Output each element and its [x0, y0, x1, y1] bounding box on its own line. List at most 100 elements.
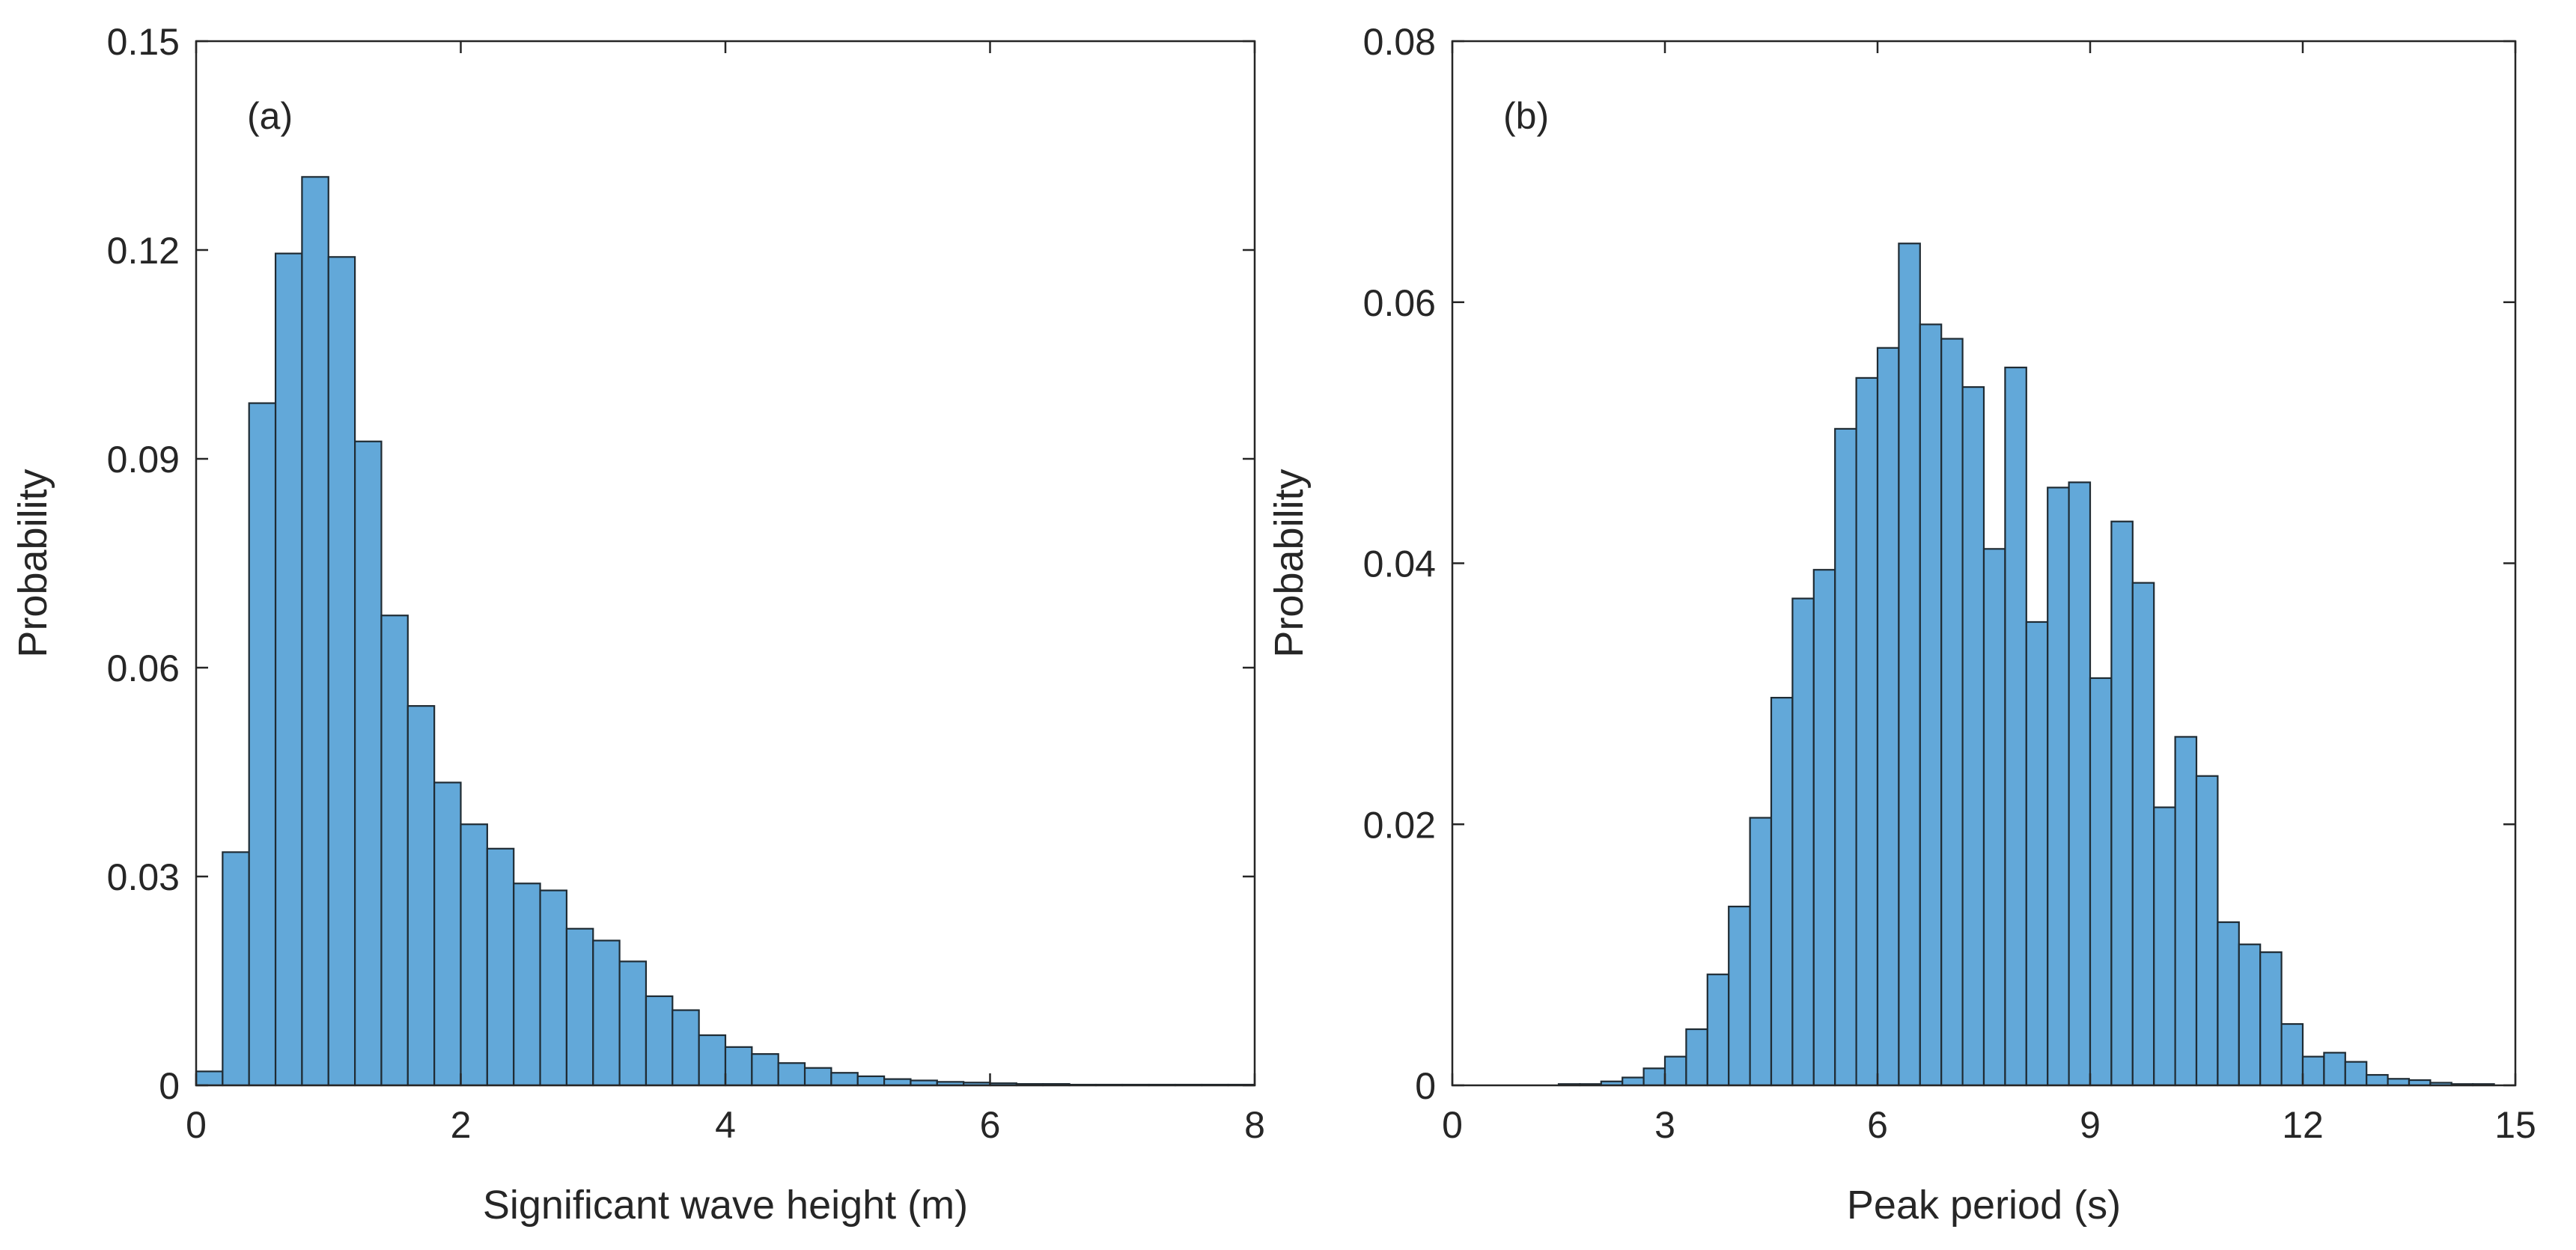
- x-tick-label: 4: [715, 1104, 736, 1146]
- histogram-bar: [2301, 1055, 2325, 1087]
- histogram-bar: [1812, 569, 1836, 1087]
- histogram-bar: [1642, 1067, 1666, 1087]
- histogram-bar: [751, 1053, 779, 1087]
- histogram-bar: [274, 252, 303, 1087]
- histogram-bar: [1834, 427, 1857, 1087]
- histogram-bar: [1706, 973, 1730, 1087]
- histogram-bar: [2131, 582, 2155, 1087]
- histogram-bar: [830, 1072, 859, 1087]
- panel-b-peak-period: 0 3 6 9 12 15 0 0.02 0.04 0.06 0.08 (b) Peak perio…: [1267, 21, 2536, 1228]
- histogram-bar: [1876, 347, 1900, 1087]
- histogram-bar: [2047, 487, 2070, 1087]
- y-tick-label: 0.02: [1363, 804, 1436, 846]
- histogram-bar: [883, 1078, 912, 1087]
- y-tick-label: 0.12: [107, 230, 180, 272]
- histogram-bar: [618, 960, 648, 1087]
- histogram-bar: [2195, 775, 2219, 1087]
- histogram-bar: [222, 851, 250, 1087]
- histogram-bar: [2280, 1022, 2304, 1087]
- histogram-bar: [1622, 1076, 1645, 1087]
- histogram-bar: [1728, 906, 1751, 1087]
- x-tick-label: 9: [2080, 1104, 2101, 1146]
- histogram-bar: [645, 995, 674, 1087]
- histogram-bar: [2025, 621, 2049, 1087]
- histogram-bar: [803, 1067, 832, 1087]
- y-tick-label: 0.03: [107, 856, 180, 898]
- y-tick-label: 0.04: [1363, 543, 1436, 585]
- histogram-bar: [513, 882, 541, 1087]
- y-tick-label: 0.06: [107, 647, 180, 689]
- y-tick-label: 0: [1415, 1065, 1436, 1107]
- histogram-bar: [1749, 817, 1773, 1087]
- x-tick-label: 6: [980, 1104, 1001, 1146]
- histogram-bar: [1919, 323, 1943, 1087]
- histogram-bar: [2153, 806, 2176, 1087]
- histogram-bar: [2004, 366, 2027, 1087]
- y-tick-label: 0.15: [107, 21, 180, 63]
- bars-group: [195, 176, 1256, 1087]
- x-tick-label: 8: [1244, 1104, 1265, 1146]
- bars-group: [1557, 243, 2495, 1087]
- histogram-bar: [2217, 921, 2240, 1087]
- histogram-bar: [539, 889, 567, 1087]
- histogram-bar: [301, 176, 329, 1087]
- histogram-bar: [327, 256, 356, 1087]
- histogram-bar: [486, 847, 515, 1087]
- x-tick-label: 6: [1867, 1104, 1888, 1146]
- histogram-bar: [2238, 943, 2262, 1087]
- histogram-bar: [460, 823, 488, 1087]
- x-tick-label: 0: [186, 1104, 207, 1146]
- histogram-bar: [433, 781, 462, 1087]
- histogram-bar: [592, 939, 621, 1087]
- histogram-bar: [354, 440, 383, 1087]
- y-tick-label: 0.06: [1363, 282, 1436, 324]
- x-tick-label: 3: [1654, 1104, 1675, 1146]
- x-tick-label: 0: [1442, 1104, 1463, 1146]
- histogram-bar: [698, 1034, 727, 1087]
- ticks-group: [195, 40, 1256, 1087]
- x-axis-label: Peak period (s): [1847, 1183, 2121, 1228]
- histogram-bar: [724, 1046, 753, 1087]
- y-tick-label: 0.08: [1363, 21, 1436, 63]
- histogram-bar: [1961, 385, 1985, 1087]
- histogram-bar: [2366, 1073, 2389, 1087]
- x-tick-label: 15: [2494, 1104, 2536, 1146]
- histogram-bar: [407, 705, 436, 1087]
- histogram-bar: [1855, 376, 1879, 1087]
- ticks-group: [1451, 40, 2517, 1087]
- histogram-bar: [672, 1009, 700, 1087]
- histogram-bar: [1940, 338, 1964, 1087]
- histogram-bar: [565, 927, 594, 1087]
- panel-label: (b): [1503, 95, 1549, 137]
- histogram-bar: [2174, 736, 2198, 1087]
- histogram-bar: [195, 1070, 224, 1087]
- tick-labels-group: 0 2 4 6 8 0 0.03 0.06 0.09 0.12 0.15: [107, 21, 1265, 1146]
- histogram-bar: [248, 402, 277, 1087]
- histogram-bar: [2387, 1078, 2411, 1087]
- histogram-bar: [1685, 1028, 1708, 1087]
- y-tick-label: 0: [159, 1065, 180, 1107]
- histogram-bar: [1663, 1055, 1687, 1087]
- histogram-bar: [2344, 1061, 2368, 1087]
- y-axis-label: Probability: [10, 469, 55, 657]
- panel-label: (a): [247, 95, 293, 137]
- y-axis-label: Probability: [1267, 469, 1312, 657]
- histogram-bar: [777, 1062, 806, 1087]
- y-tick-label: 0.09: [107, 439, 180, 481]
- histogram-bar: [2259, 951, 2283, 1087]
- histogram-bar: [1898, 243, 1921, 1087]
- histogram-bar: [2110, 520, 2134, 1087]
- histogram-bar: [2068, 481, 2092, 1087]
- histogram-bar: [1982, 548, 2006, 1087]
- histogram-bar: [2323, 1052, 2346, 1087]
- panel-a-significant-wave-height: 0 2 4 6 8 0 0.03 0.06 0.09 0.12 0.15 (a) Significa…: [10, 21, 1265, 1228]
- histogram-bar: [2089, 677, 2113, 1087]
- histogram-bar: [1770, 697, 1794, 1087]
- histogram-bar: [856, 1075, 886, 1087]
- tick-labels-group: 0 3 6 9 12 15 0 0.02 0.04 0.06 0.08: [1363, 21, 2536, 1146]
- x-tick-label: 12: [2282, 1104, 2324, 1146]
- histogram-bar: [1791, 597, 1815, 1087]
- x-axis-label: Significant wave height (m): [483, 1183, 968, 1228]
- x-tick-label: 2: [451, 1104, 472, 1146]
